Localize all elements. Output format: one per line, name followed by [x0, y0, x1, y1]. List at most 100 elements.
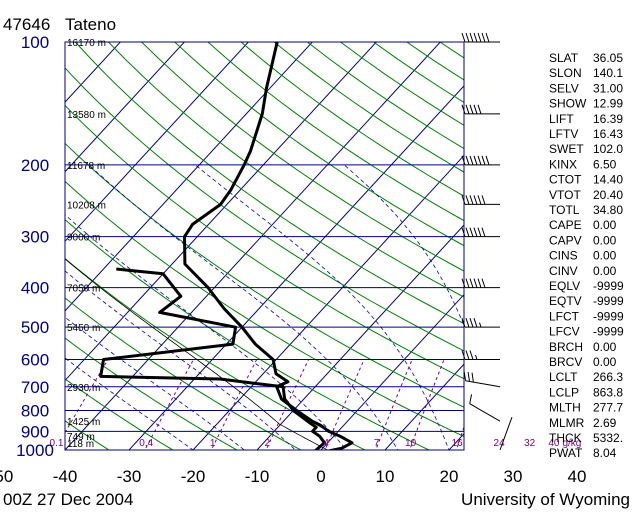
- mixing-ratio-label: 4: [323, 438, 329, 449]
- temperature-tick-label: -50: [0, 467, 13, 486]
- wind-barb: [461, 350, 500, 360]
- wind-barb-half-feather: [479, 322, 482, 328]
- index-value: 0.00: [593, 355, 617, 369]
- index-value: 0.00: [593, 218, 617, 232]
- index-name: EQTV: [549, 294, 582, 308]
- moist-adiabat: [65, 316, 245, 450]
- isotherm-line: [384, 363, 464, 450]
- wind-barb-feather: [465, 195, 470, 205]
- index-name: SELV: [549, 81, 579, 95]
- isotherm-line: [65, 42, 186, 173]
- wind-barb-feather: [465, 318, 470, 328]
- mixing-ratio-line: [210, 359, 258, 450]
- index-name: LCLT: [549, 370, 578, 384]
- wind-barb-feather: [481, 155, 486, 165]
- wind-barb-feather: [471, 372, 474, 383]
- index-name: SWET: [549, 142, 584, 156]
- pressure-label: 400: [21, 279, 49, 298]
- index-name: CINV: [549, 264, 578, 278]
- index-value: 34.80: [593, 203, 623, 217]
- index-value: 16.39: [593, 112, 623, 126]
- height-label: 1425 m: [67, 417, 100, 428]
- wind-barb: [469, 394, 501, 422]
- dry-adiabat: [65, 104, 464, 380]
- index-value: 0.00: [593, 249, 617, 263]
- pressure-label: 200: [21, 156, 49, 175]
- index-name: PWAT: [549, 446, 583, 460]
- moist-adiabat: [65, 270, 296, 450]
- index-value: 266.3: [593, 370, 623, 384]
- isotherm-line: [65, 42, 442, 450]
- moist-adiabat: [65, 357, 194, 450]
- height-label: 11678 m: [67, 161, 105, 172]
- datetime-label: 00Z 27 Dec 2004: [3, 490, 133, 509]
- temperature-tick-label: 20: [440, 467, 459, 486]
- height-label: 5450 m: [67, 323, 100, 334]
- wind-barb-feather: [461, 32, 466, 43]
- wind-barb: [461, 318, 500, 328]
- index-value: 0.00: [593, 264, 617, 278]
- wind-barb-feather: [477, 195, 482, 205]
- index-value: -9999: [593, 279, 624, 293]
- temperature-tick-label: -10: [245, 467, 270, 486]
- dry-adiabat: [65, 142, 464, 408]
- dry-adiabat: [65, 420, 110, 450]
- wind-barb-feather: [481, 195, 486, 205]
- wind-barb-feather: [469, 278, 474, 288]
- index-name: SLON: [549, 66, 582, 80]
- wind-barb-feather: [473, 32, 478, 43]
- wind-barb-feather: [473, 155, 478, 165]
- wind-barb-feather: [461, 350, 466, 360]
- dry-adiabat: [74, 42, 464, 325]
- moist-adiabat: [194, 164, 450, 450]
- temperature-tick-label: -20: [181, 467, 206, 486]
- pressure-label: 500: [21, 318, 49, 337]
- wind-barb-feather: [481, 32, 486, 43]
- wind-barb-feather: [461, 195, 466, 205]
- mixing-ratio-line: [375, 359, 413, 450]
- sounding-profiles: [99, 42, 354, 450]
- dry-adiabat: [141, 42, 464, 272]
- wind-barb-feather: [473, 227, 478, 237]
- index-name: EQLV: [549, 279, 580, 293]
- dry-adiabat: [108, 42, 464, 298]
- mixing-ratio-label: 0.1: [50, 438, 64, 449]
- pressure-label: 900: [21, 422, 49, 441]
- plot-background: [65, 42, 464, 450]
- wind-barb-feather: [465, 32, 470, 43]
- mixing-ratio-label: 10: [405, 438, 417, 449]
- wind-barb-staff: [469, 403, 501, 422]
- index-name: CAPE: [549, 218, 582, 232]
- isobar-lines: [65, 42, 464, 450]
- index-name: CAPV: [549, 233, 582, 247]
- wind-barb-feather: [461, 155, 466, 165]
- index-value: 31.00: [593, 81, 623, 95]
- wind-barb-feather: [465, 104, 470, 115]
- dry-adiabat: [207, 42, 464, 222]
- index-name: LFTV: [549, 127, 578, 141]
- temperature-tick-label: 30: [504, 467, 523, 486]
- wind-barb-feather: [461, 227, 466, 237]
- index-value: 12.99: [593, 97, 623, 111]
- isotherm-line: [320, 293, 464, 450]
- temperature-tick-label: 0: [316, 467, 325, 486]
- wind-barb-feather: [465, 155, 470, 165]
- wind-barb-feather: [463, 371, 467, 381]
- dry-adiabat: [174, 42, 464, 247]
- isotherm-line: [256, 224, 464, 450]
- pressure-label: 700: [21, 378, 49, 397]
- index-value: 16.43: [593, 127, 623, 141]
- wind-barb-feather: [473, 318, 478, 328]
- index-value: 0.00: [593, 233, 617, 247]
- height-label: 118 m: [67, 439, 94, 450]
- index-value: -9999: [593, 325, 624, 339]
- index-value: 277.7: [593, 401, 623, 415]
- mixing-ratio-line: [144, 359, 194, 450]
- index-value: 14.40: [593, 173, 623, 187]
- wind-barbs: [461, 32, 513, 451]
- height-label: 7050 m: [67, 284, 100, 295]
- temperature-tick-label: 40: [568, 467, 587, 486]
- index-name: LFCV: [549, 325, 580, 339]
- index-name: CTOT: [549, 173, 582, 187]
- dry-adiabat: [65, 297, 302, 450]
